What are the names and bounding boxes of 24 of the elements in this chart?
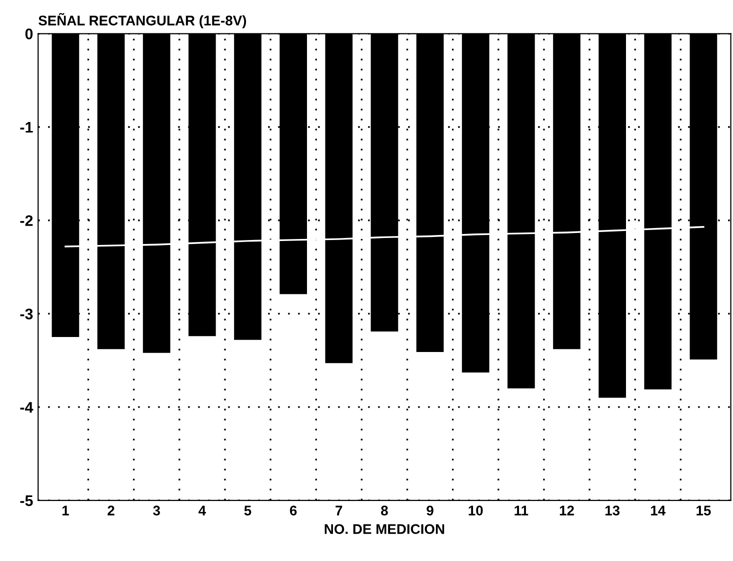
x-axis-title: NO. DE MEDICION	[324, 524, 444, 534]
x-tick-label: 9	[426, 506, 434, 516]
x-tick-label: 11	[514, 506, 528, 516]
chart-title: SEÑAL RECTANGULAR (1E-8V)	[38, 12, 246, 28]
x-tick-label: 3	[153, 506, 160, 516]
x-tick-label: 8	[381, 506, 388, 516]
y-tick-label: 0	[25, 28, 33, 40]
x-tick-label: 1	[62, 506, 69, 516]
x-tick-label: 12	[560, 506, 574, 516]
y-tick-label: -2	[20, 215, 33, 226]
y-tick-label: -1	[20, 122, 33, 133]
y-tick-label: -3	[20, 308, 33, 320]
x-tick-label: 13	[605, 506, 620, 516]
x-tick-label: 4	[198, 506, 206, 516]
x-tick-label: 14	[651, 506, 666, 516]
x-tick-label: 7	[336, 506, 342, 516]
x-tick-label: 5	[244, 506, 252, 516]
x-tick-label: 2	[108, 506, 114, 516]
line-series	[64, 226, 704, 248]
y-tick-label: -5	[20, 495, 33, 506]
y-tick-label: -4	[20, 402, 34, 413]
x-tick-label: 6	[290, 506, 297, 516]
x-tick-label: 10	[468, 506, 483, 516]
x-tick-label: 15	[696, 506, 711, 516]
